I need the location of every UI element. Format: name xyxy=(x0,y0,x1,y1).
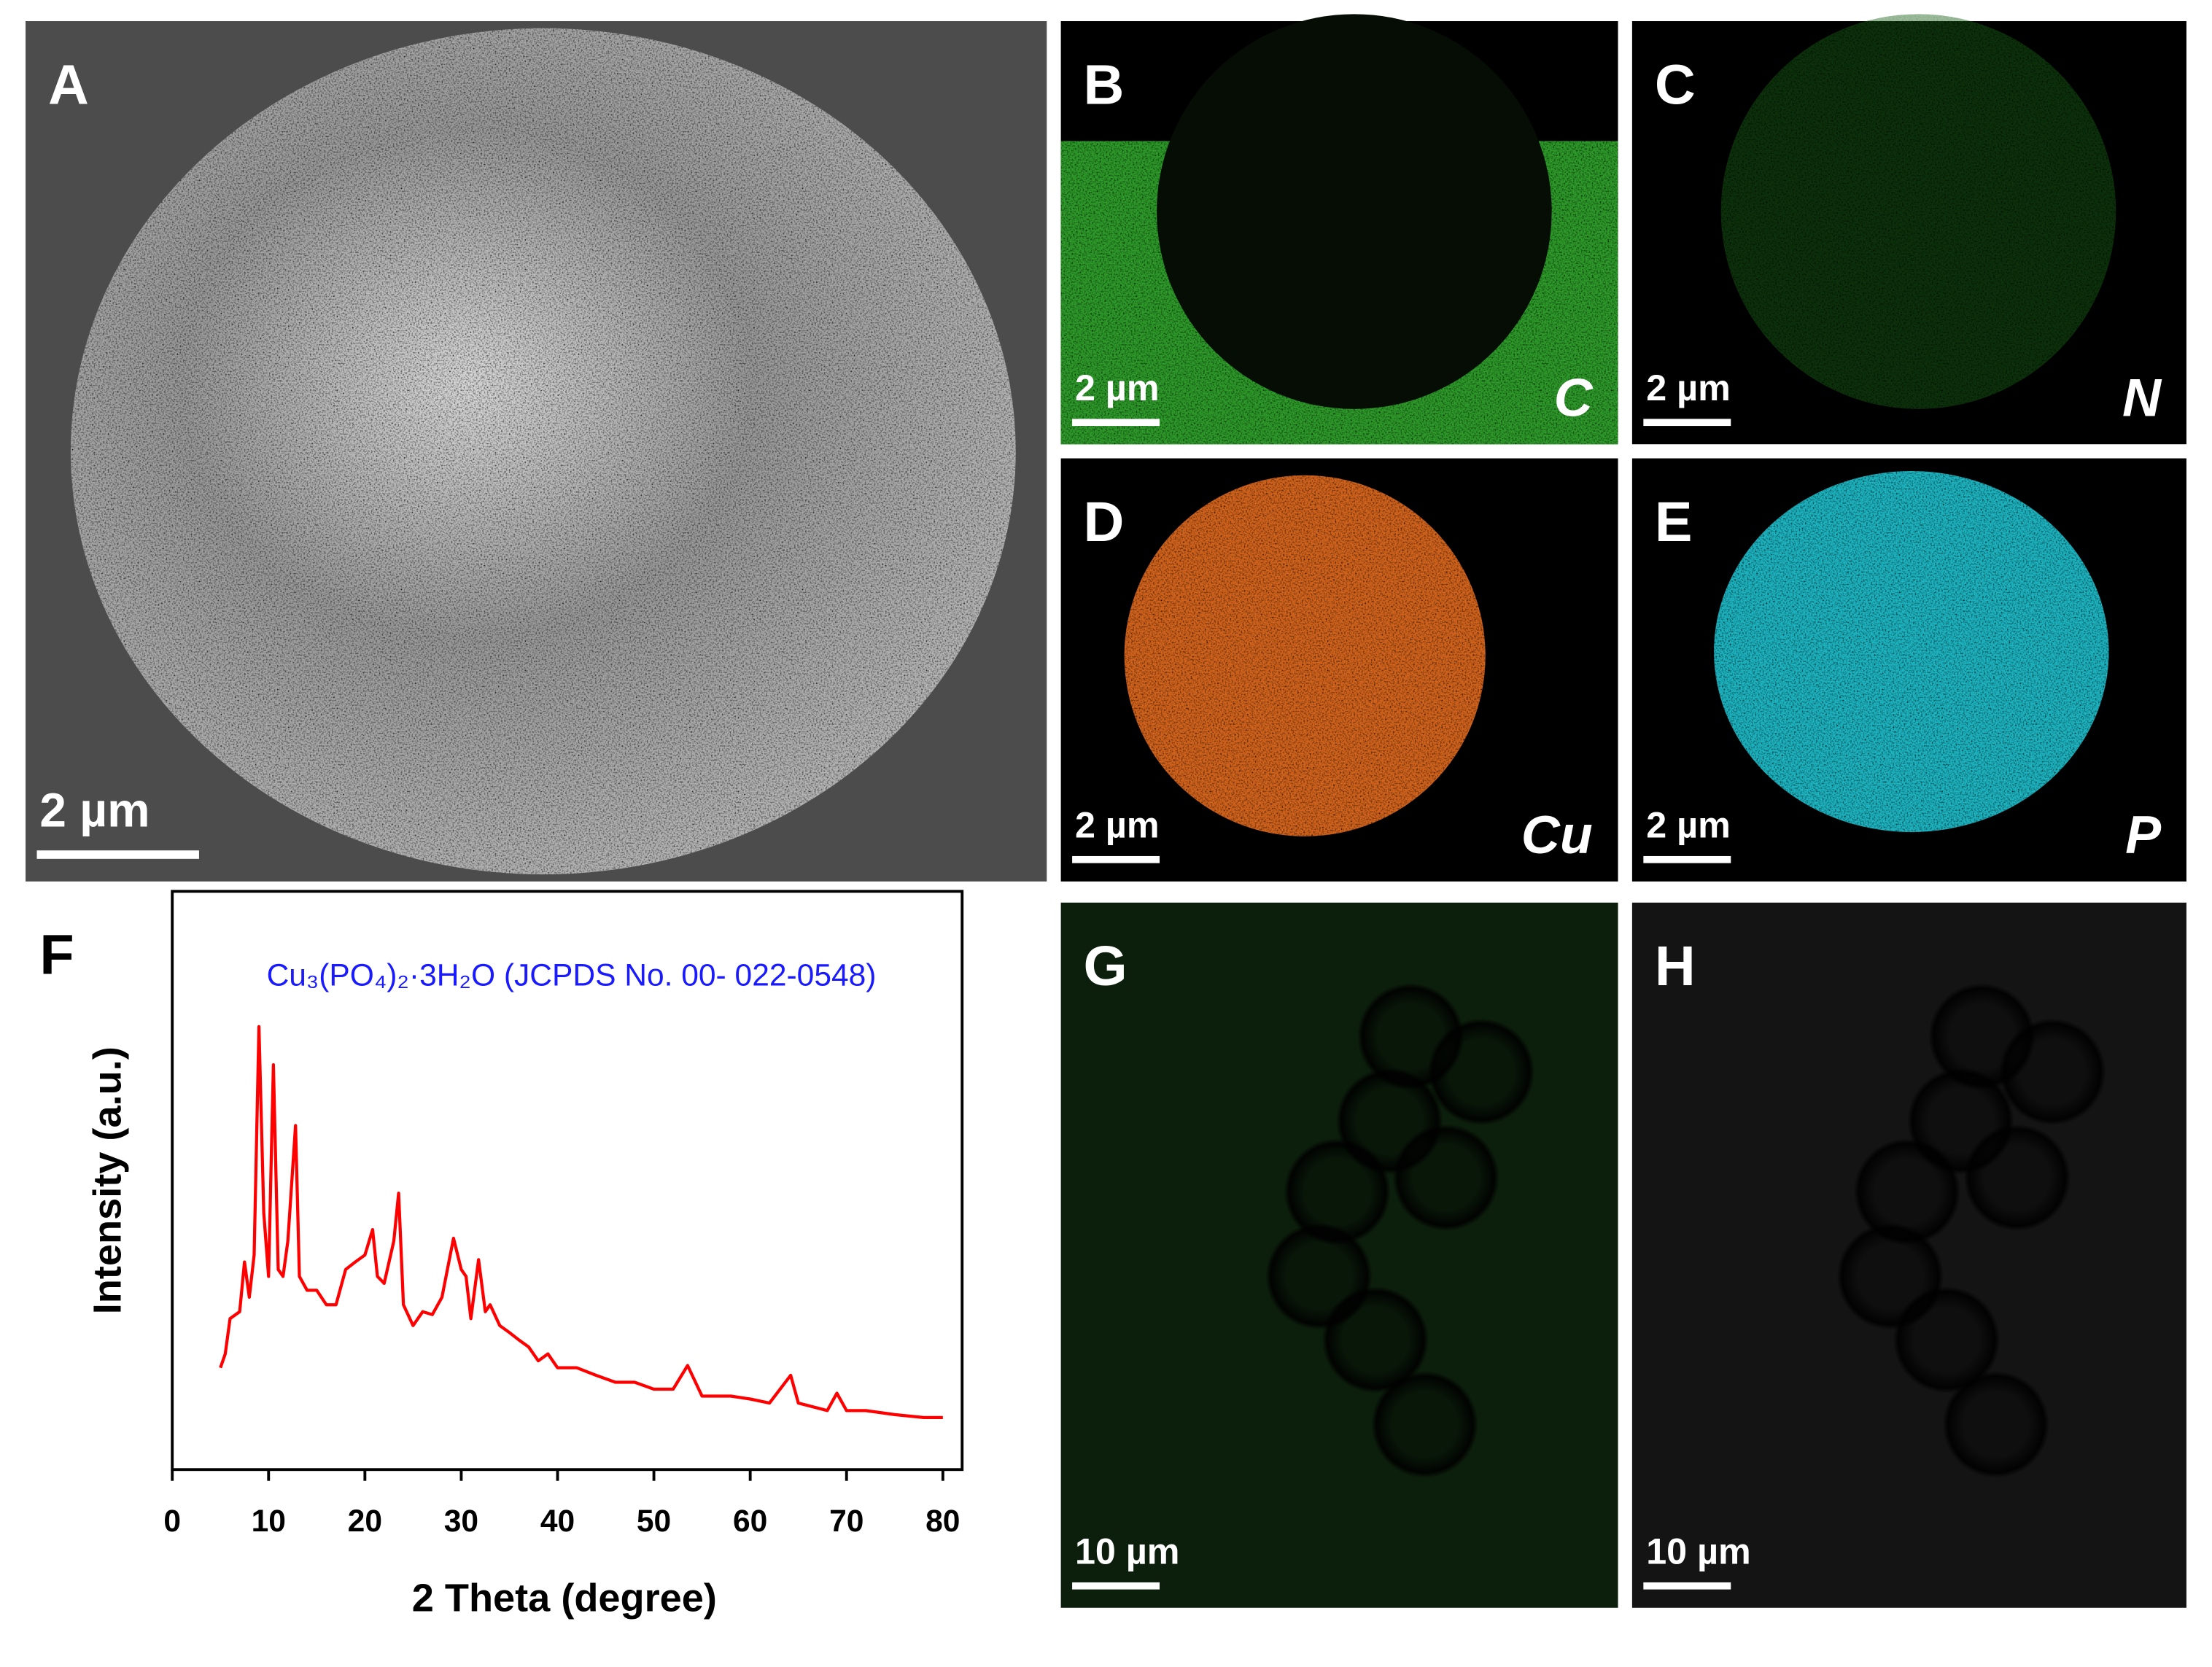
panel-letter: B xyxy=(1084,53,1125,116)
x-tick-label: 40 xyxy=(540,1504,575,1539)
element-label: Cu xyxy=(1521,804,1593,865)
map-cu-signal xyxy=(1124,475,1486,836)
map-p-signal xyxy=(1714,470,2109,833)
image-panels xyxy=(26,14,2186,1608)
panel-letter: D xyxy=(1084,491,1125,553)
scale-bar-label: 10 µm xyxy=(1646,1531,1751,1572)
map-c-void xyxy=(1157,14,1552,409)
x-tick-label: 70 xyxy=(829,1504,864,1539)
panel-letter: A xyxy=(48,53,89,116)
x-tick-label: 0 xyxy=(163,1504,181,1539)
scale-bar xyxy=(1643,419,1731,427)
scale-bar xyxy=(1072,419,1160,427)
x-tick-label: 20 xyxy=(348,1504,382,1539)
x-tick-label: 30 xyxy=(444,1504,478,1539)
x-axis-label: 2 Theta (degree) xyxy=(412,1576,717,1620)
plot-frame xyxy=(171,890,964,1472)
scale-bar-label: 2 µm xyxy=(1646,367,1731,408)
x-tick-label: 80 xyxy=(925,1504,960,1539)
panel-labels: A 2 µm B 2 µm C C 2 µm N D 2 µm Cu E 2 µm P G 10 µm H 10 … xyxy=(36,53,2162,1590)
scale-bar xyxy=(1643,1582,1731,1590)
element-label: P xyxy=(2125,804,2162,865)
x-tick-label: 60 xyxy=(733,1504,767,1539)
scale-bar-label: 2 µm xyxy=(1075,367,1160,408)
scale-bar-label: 10 µm xyxy=(1075,1531,1180,1572)
sem-particle xyxy=(70,28,1016,875)
element-label: C xyxy=(1554,368,1594,428)
x-tick-label: 50 xyxy=(637,1504,671,1539)
panel-letter: F xyxy=(39,924,74,987)
scale-bar-label: 2 µm xyxy=(1075,804,1160,846)
panel-letter: E xyxy=(1655,491,1693,553)
panel-letter: C xyxy=(1655,53,1696,116)
scale-bar xyxy=(1072,855,1160,863)
xrd-line xyxy=(219,1025,943,1420)
scale-bar-label: 2 µm xyxy=(39,782,150,836)
x-tick-label: 10 xyxy=(252,1504,286,1539)
panel-letter: G xyxy=(1084,935,1128,998)
scale-bar xyxy=(1643,855,1731,863)
xrd-chart: F Cu₃(PO₄)₂·3H₂O (JCPDS No. 00- 022-0548)… xyxy=(39,890,964,1620)
element-label: N xyxy=(2122,368,2162,428)
map-n-signal xyxy=(1720,14,2116,409)
y-axis-label: Intensity (a.u.) xyxy=(85,1046,129,1314)
scale-bar xyxy=(36,850,199,859)
green-particles xyxy=(1265,983,1535,1478)
gray-particles xyxy=(1836,983,2106,1478)
chart-title: Cu₃(PO₄)₂·3H₂O (JCPDS No. 00- 022-0548) xyxy=(267,958,877,993)
scale-bar-label: 2 µm xyxy=(1646,804,1731,846)
panel-letter: H xyxy=(1655,935,1696,998)
scale-bar xyxy=(1072,1582,1160,1590)
